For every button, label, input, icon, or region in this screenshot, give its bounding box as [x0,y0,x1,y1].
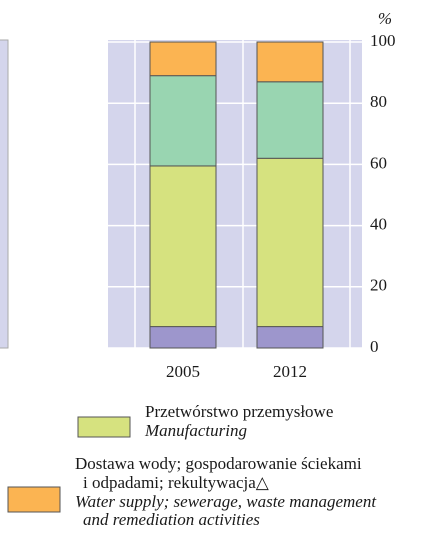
y-tick-label: 20 [370,276,387,295]
bar-segment [256,41,324,83]
x-tick-label: 2012 [273,362,307,381]
bar-segment [256,157,324,328]
legend-swatch [77,416,131,438]
bar-segment [149,165,217,328]
bar-segment [149,41,217,77]
bar-segment [256,326,324,349]
y-tick-label: 80 [370,92,387,111]
plot-area [108,40,362,348]
y-tick-label: 60 [370,153,387,172]
y-axis-unit: % [378,9,392,28]
y-tick-label: 0 [370,337,379,356]
y-tick-label: 40 [370,215,387,234]
legend-label: Przetwórstwo przemysłowe [145,402,333,421]
y-tick-label: 100 [370,31,396,50]
bar-segment [149,75,217,167]
bar-segment [256,81,324,159]
neighbor-panel [0,39,9,349]
legend-label-en: and remediation activities [83,510,260,529]
legend-label-en: Water supply; sewerage, waste management [75,492,377,511]
legend-swatch [7,486,61,513]
legend-label: i odpadami; rekultywacja△ [83,473,270,492]
legend-label-en: Manufacturing [144,421,247,440]
legend-label: Dostawa wody; gospodarowanie ściekami [75,454,362,473]
x-tick-label: 2005 [166,362,200,381]
bar-segment [149,326,217,349]
